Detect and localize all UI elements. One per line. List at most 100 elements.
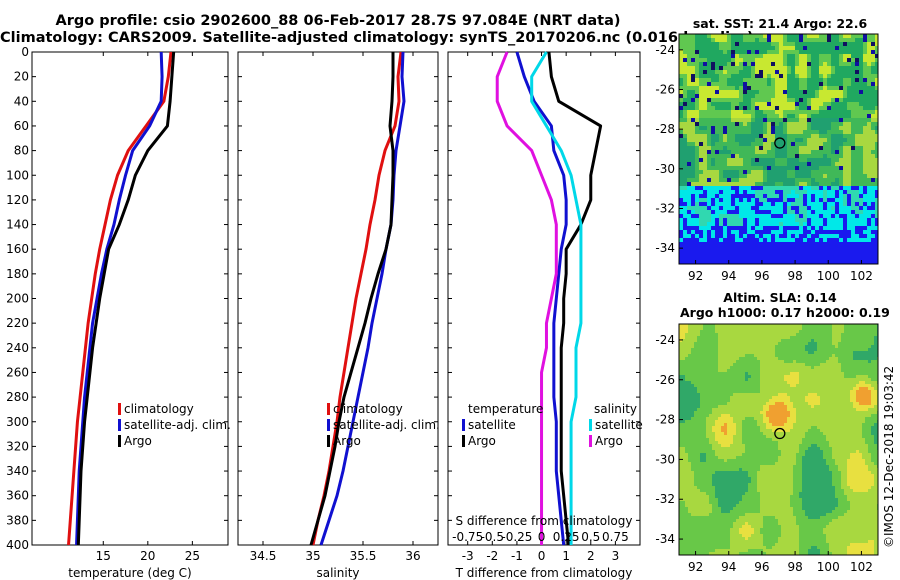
legend-swatch-salinity	[327, 419, 330, 431]
s-tick-label: -0.75	[452, 530, 483, 544]
series-line-salinity-satellite-adj-clim-	[319, 51, 406, 546]
x-tick-label-difference: 0	[538, 549, 546, 563]
x-tick-label-difference: 2	[587, 549, 595, 563]
y-tick-label: 0	[21, 45, 29, 59]
x-tick-label-temperature: 25	[185, 549, 200, 563]
sla-map-y-tick-label: -28	[655, 413, 675, 427]
series-line-salinity-argo	[309, 52, 395, 546]
y-tick-label: 100	[6, 168, 29, 182]
sla-map-x-tick-label: 98	[787, 560, 802, 574]
x-tick-label-temperature: 20	[140, 549, 155, 563]
sla-map-x-tick-label: 94	[721, 560, 736, 574]
y-tick-label: 240	[6, 341, 29, 355]
legend-label-temperature: satellite-adj. clim.	[124, 418, 231, 432]
s-tick-label: 0.25	[553, 530, 580, 544]
legend-label-difference: Argo	[468, 434, 496, 448]
s-tick-label: 0.5	[581, 530, 600, 544]
panel-frame-salinity	[237, 51, 439, 546]
panel-frame-difference	[447, 51, 641, 546]
series-line-difference-s-argo	[495, 51, 558, 545]
sla-map-frame	[678, 323, 879, 556]
y-tick-label: 60	[14, 119, 29, 133]
series-line-temperature-climatology	[67, 51, 173, 546]
s-tick-label: -0.25	[501, 530, 532, 544]
sst-map-x-tick-label: 98	[787, 269, 802, 283]
legend-swatch-difference	[462, 419, 465, 431]
y-tick-label: 140	[6, 218, 29, 232]
legend-swatch-difference	[462, 435, 465, 447]
title-line-2: Climatology: CARS2009. Satellite-adjuste…	[0, 30, 754, 46]
sst-map-y-tick-label: -30	[655, 162, 675, 176]
sla-map-title-1: Altim. SLA: 0.14	[723, 290, 837, 305]
sla-map-x-tick-label: 92	[688, 560, 703, 574]
legend-swatch-salinity	[327, 403, 330, 415]
legend-swatch-temperature	[118, 435, 121, 447]
x-tick-label-temperature: 15	[96, 549, 111, 563]
sst-map-frame	[678, 33, 879, 265]
y-tick-label: 300	[6, 415, 29, 429]
series-line-difference-t-argo	[547, 51, 603, 546]
legend-label-salinity: satellite-adj. clim.	[333, 418, 440, 432]
sla-map-y-tick-label: -24	[655, 333, 675, 347]
x-tick-label-difference: -1	[511, 549, 523, 563]
legend-label-salinity: climatology	[333, 402, 403, 416]
y-tick-label: 160	[6, 242, 29, 256]
x-tick-label-salinity: 36	[405, 549, 420, 563]
sst-map-y-tick-label: -26	[655, 83, 675, 97]
sst-map-x-tick-label: 96	[754, 269, 769, 283]
y-tick-label: 400	[6, 538, 29, 552]
y-tick-label: 180	[6, 267, 29, 281]
sla-map-field	[679, 324, 879, 556]
y-tick-label: 200	[6, 292, 29, 306]
s-tick-label: 0.75	[602, 530, 629, 544]
y-tick-label: 280	[6, 390, 29, 404]
legend-swatch-temperature	[118, 419, 121, 431]
x-axis-label-temperature: temperature (deg C)	[68, 566, 191, 580]
s-axis-label: S difference from climatology	[456, 514, 633, 528]
y-tick-label: 260	[6, 365, 29, 379]
s-tick-label: 0	[538, 530, 546, 544]
x-tick-label-difference: 1	[562, 549, 570, 563]
sst-map-x-tick-label: 102	[850, 269, 873, 283]
sst-map-argo-marker	[774, 137, 786, 149]
series-line-difference-s-satellite	[530, 51, 583, 545]
sst-map-y-tick-label: -32	[655, 201, 675, 215]
sla-map-argo-marker	[774, 427, 786, 440]
x-tick-label-salinity: 35.5	[350, 549, 377, 563]
x-tick-label-salinity: 35	[305, 549, 320, 563]
legend-swatch-salinity	[327, 435, 330, 447]
x-tick-label-salinity: 34.5	[250, 549, 277, 563]
series-line-salinity-climatology	[311, 51, 403, 546]
x-tick-label-difference: 3	[612, 549, 620, 563]
panel-frame-temperature	[31, 51, 229, 546]
legend-label-temperature: Argo	[124, 434, 152, 448]
sst-map-y-tick-label: -34	[655, 241, 675, 255]
sla-map-x-tick-label: 100	[817, 560, 840, 574]
legend-group-temperature: temperature	[468, 402, 543, 416]
legend-swatch-difference	[589, 419, 592, 431]
legend-group-salinity: salinity	[594, 402, 637, 416]
sla-map-y-tick-label: -30	[655, 452, 675, 466]
x-tick-label-difference: -2	[486, 549, 498, 563]
title-line-1: Argo profile: csio 2902600_88 06-Feb-201…	[55, 13, 621, 29]
legend-label-difference: satellite	[468, 418, 516, 432]
legend-label-difference: Argo	[595, 434, 623, 448]
s-tick-label: -0.5	[481, 530, 504, 544]
y-tick-label: 220	[6, 316, 29, 330]
legend-label-salinity: Argo	[333, 434, 361, 448]
sla-map-x-tick-label: 102	[850, 560, 873, 574]
sla-map-y-tick-label: -34	[655, 532, 675, 546]
y-tick-label: 360	[6, 489, 29, 503]
sst-map-y-tick-label: -24	[655, 43, 675, 57]
x-tick-label-difference: -3	[462, 549, 474, 563]
y-tick-label: 120	[6, 193, 29, 207]
legend-label-difference: satellite	[595, 418, 643, 432]
y-tick-label: 80	[14, 144, 29, 158]
sst-map-field	[679, 34, 879, 265]
series-line-temperature-argo	[76, 51, 176, 546]
sst-map-y-tick-label: -28	[655, 122, 675, 136]
x-axis-label-salinity: salinity	[316, 566, 359, 580]
y-tick-label: 340	[6, 464, 29, 478]
y-tick-label: 380	[6, 513, 29, 527]
